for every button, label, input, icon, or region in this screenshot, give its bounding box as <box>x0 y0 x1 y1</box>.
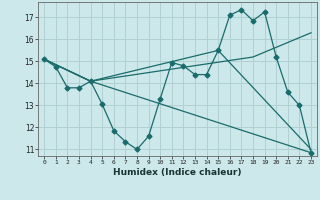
X-axis label: Humidex (Indice chaleur): Humidex (Indice chaleur) <box>113 168 242 177</box>
